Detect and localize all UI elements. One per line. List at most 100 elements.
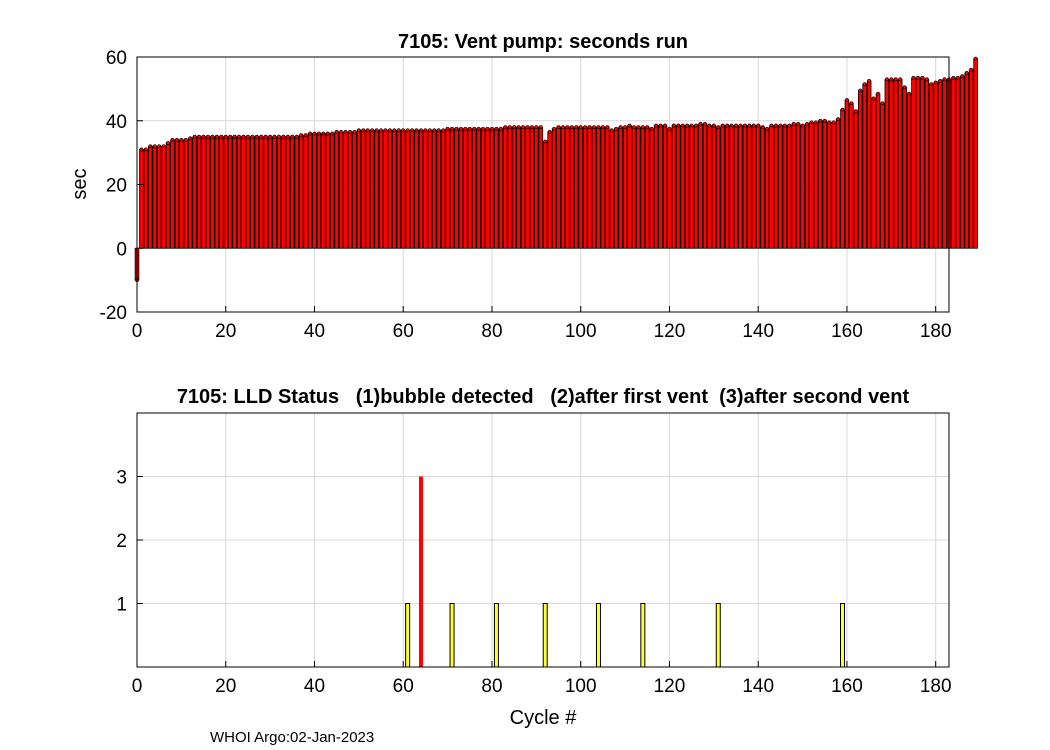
vent-pump-point (929, 82, 934, 86)
vent-pump-bar (156, 145, 162, 249)
vent-pump-point (379, 128, 383, 133)
vent-pump-point (170, 137, 175, 142)
lld-bubble-detected-bar (640, 603, 646, 668)
vent-pump-bar (689, 125, 694, 249)
vent-pump-bar (440, 129, 446, 249)
vent-pump-bar (516, 126, 521, 249)
vent-pump-point (920, 75, 925, 80)
vent-pump-point (303, 133, 308, 137)
vent-pump-bar (844, 99, 850, 249)
vent-pump-bar (795, 123, 801, 249)
vent-pump-point (720, 123, 725, 128)
vent-pump-point (294, 134, 299, 139)
vent-pump-bar (187, 137, 193, 249)
vent-pump-bar (236, 136, 242, 249)
vent-pump-bar (307, 133, 313, 249)
vent-pump-bar (618, 126, 623, 249)
vent-pump-point (765, 126, 769, 131)
vent-pump-point (769, 123, 774, 128)
vent-pump-bar (915, 77, 921, 249)
vent-pump-bar (778, 125, 783, 249)
vent-pump-point (955, 75, 960, 80)
vent-pump-point (853, 109, 858, 114)
vent-pump-bar (960, 75, 965, 249)
vent-pump-point (871, 96, 876, 101)
vent-pump-bar (303, 134, 308, 249)
lld-status-tick-labels: 0 20 40 60 80 100 120 140 160 180 1 2 3 (116, 468, 951, 698)
vent-pump-point (419, 128, 423, 133)
vent-pump-bar (897, 78, 903, 249)
lld-status-x-tick-label: 160 (831, 676, 863, 697)
vent-pump-point (822, 118, 827, 123)
vent-pump-point (964, 71, 969, 75)
vent-pump-bar (143, 149, 149, 249)
vent-pump-point (197, 134, 202, 139)
vent-pump-point (942, 77, 947, 82)
vent-pump-bar (835, 118, 841, 249)
vent-pump-point (578, 125, 583, 130)
vent-pump-point (774, 123, 778, 128)
vent-pump-bar (152, 145, 158, 249)
vent-pump-bar (294, 136, 300, 249)
vent-pump-bar (489, 128, 495, 249)
vent-pump-point (574, 125, 579, 130)
vent-pump-point (747, 123, 752, 128)
vent-pump-y-tick-label: 40 (106, 112, 127, 133)
vent-pump-bar (849, 102, 854, 249)
vent-pump-bar (822, 120, 828, 249)
vent-pump-bar (361, 129, 366, 249)
vent-pump-point (725, 123, 730, 128)
vent-pump-point (361, 128, 366, 133)
vent-pump-point (157, 144, 162, 149)
vent-pump-bar (644, 126, 650, 249)
vent-pump-point (374, 128, 379, 133)
lld-bubble-detected-bar (715, 603, 721, 668)
vent-pump-point (152, 144, 157, 149)
vent-pump-bar (884, 78, 890, 249)
vent-pump-bar (179, 139, 184, 249)
vent-pump-point (649, 126, 654, 131)
vent-pump-point (840, 107, 845, 112)
vent-pump-point (441, 128, 446, 133)
vent-pump-bar (600, 126, 606, 249)
vent-pump-bar (862, 83, 867, 249)
vent-pump-bar (356, 129, 362, 249)
vent-pump-point (760, 125, 765, 130)
vent-pump-point (410, 128, 415, 133)
lld-status-x-axis-label: Cycle # (510, 707, 578, 729)
vent-pump-point (481, 126, 485, 131)
vent-pump-y-tick-label: 20 (106, 176, 127, 197)
vent-pump-bar (968, 69, 974, 249)
vent-pump-bar (298, 134, 304, 249)
vent-pump-bar (210, 136, 215, 249)
vent-pump-bar (640, 126, 646, 249)
vent-pump-y-tick-label: 60 (106, 48, 127, 69)
vent-pump-point (663, 123, 667, 128)
vent-pump-point (632, 125, 636, 130)
vent-pump-bar (369, 129, 375, 249)
vent-pump-bar (631, 126, 637, 249)
vent-pump-point (778, 123, 783, 128)
vent-pump-point (223, 134, 228, 139)
vent-pump-bar (826, 121, 832, 249)
vent-pump-point (228, 134, 233, 139)
vent-pump-bar (423, 129, 428, 249)
vent-pump-bar (321, 133, 326, 249)
vent-pump-point (308, 131, 312, 136)
vent-pump-point (858, 88, 863, 93)
vent-pump-bar (471, 128, 477, 249)
vent-pump-bar (556, 126, 561, 249)
vent-pump-point (849, 101, 854, 106)
vent-pump-point (188, 136, 193, 141)
vent-pump-bar (427, 129, 433, 249)
vent-pump-point (232, 134, 237, 139)
vent-pump-point (494, 126, 499, 131)
vent-pump-bar (698, 123, 703, 249)
vent-pump-bar (352, 131, 357, 249)
vent-pump-point (796, 122, 801, 126)
vent-pump-point (139, 147, 144, 152)
vent-pump-x-tick-label: 80 (481, 321, 502, 342)
vent-pump-bar (773, 125, 779, 249)
vent-pump-y-tick-label: -20 (100, 303, 127, 324)
lld-bubble-detected-bar (542, 603, 548, 668)
